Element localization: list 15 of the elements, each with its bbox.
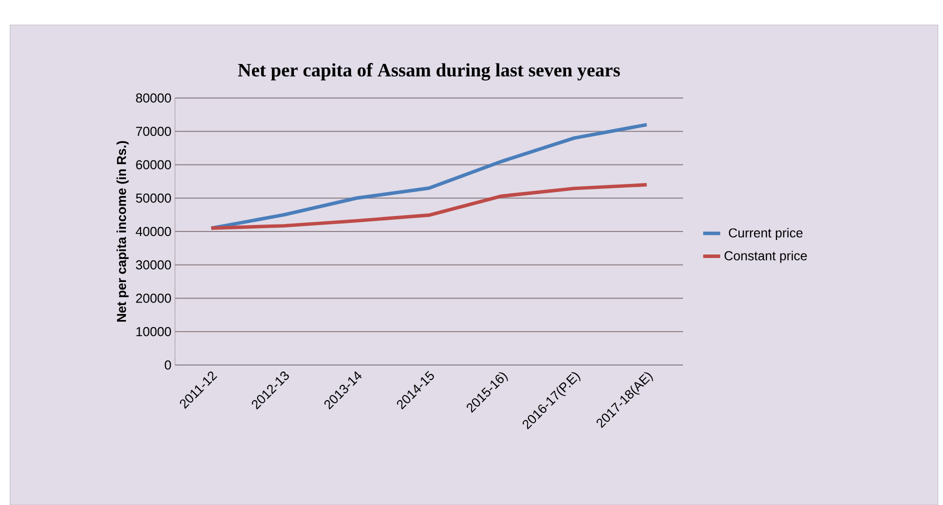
y-tick-label: 50000 (136, 193, 171, 203)
legend-label: Current price (728, 228, 802, 240)
y-tick-label: 70000 (136, 126, 171, 136)
line-series (210, 182, 648, 230)
line-series (210, 122, 648, 230)
y-tick-label: 20000 (136, 294, 171, 303)
chart-title: Net per capita of Assam during last seven years (238, 62, 620, 80)
y-tick-label: 80000 (136, 93, 171, 102)
y-tick-label: 0 (164, 360, 171, 370)
y-tick-label: 10000 (136, 326, 171, 336)
y-axis-title: Net per capita income (in Rs.) (116, 141, 129, 322)
y-tick-label: 40000 (136, 226, 171, 236)
legend-label: Constant price (724, 250, 807, 263)
y-tick-label: 60000 (136, 160, 171, 170)
y-tick-label: 30000 (136, 260, 171, 270)
